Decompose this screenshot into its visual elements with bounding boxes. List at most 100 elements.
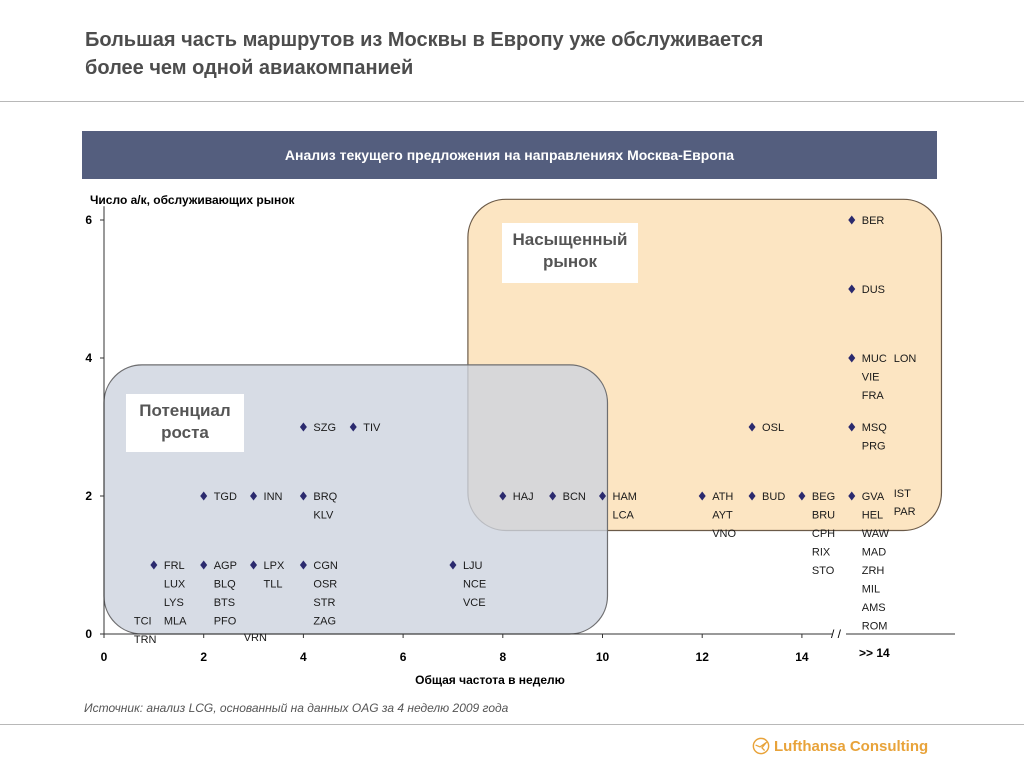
point-label: BTS	[214, 597, 235, 609]
data-point-marker	[748, 422, 756, 432]
x-tick-label: 4	[300, 650, 307, 664]
bottom-divider	[0, 724, 1024, 725]
title-line-1: Большая часть маршрутов из Москвы в Евро…	[85, 29, 764, 51]
company-logo: Lufthansa Consulting	[752, 737, 928, 755]
x-tick-label: 10	[596, 650, 610, 664]
point-label: ATH	[712, 491, 733, 503]
zone-label-text: рынок	[543, 252, 598, 271]
point-label: CGN	[313, 560, 338, 572]
data-point-marker	[250, 560, 258, 570]
point-label: TLL	[264, 579, 283, 591]
zone-labels-layer: Насыщенный рынок Потенциал роста	[126, 223, 638, 452]
x-tick-label: 2	[200, 650, 207, 664]
point-label: LUX	[164, 579, 186, 591]
axes-layer: / / 0 2 4 6 8 10 12 14 0 2 4 6 >> 14	[85, 206, 955, 664]
zone-label-box	[126, 394, 244, 452]
scatter-chart: / / 0 2 4 6 8 10 12 14 0 2 4 6 >> 14 FRL LUX LYS MLA AGP B…	[85, 198, 955, 664]
point-label: MIL	[862, 584, 880, 596]
extra-point-label: VRN	[244, 632, 267, 644]
point-label: AMS	[862, 602, 886, 614]
data-point-marker	[848, 353, 856, 363]
point-label: FRA	[862, 390, 885, 402]
point-label: BUD	[762, 491, 785, 503]
x-tick-label: 6	[400, 650, 407, 664]
extra-point-label: LON	[894, 353, 917, 365]
point-label: ZAG	[313, 616, 336, 628]
zone-label-text: Насыщенный	[512, 230, 627, 249]
point-label: GVA	[862, 491, 885, 503]
data-point-marker	[150, 560, 158, 570]
point-label: LPX	[264, 560, 285, 572]
data-point-marker	[200, 491, 208, 501]
top-divider	[0, 101, 1024, 102]
point-label: KLV	[313, 510, 334, 522]
data-point-marker	[848, 284, 856, 294]
axis-break-label: / /	[831, 627, 842, 641]
y-tick-label: 2	[85, 489, 92, 503]
y-tick-label: 6	[85, 213, 92, 227]
point-label: SZG	[313, 422, 336, 434]
data-point-marker	[200, 560, 208, 570]
data-point-marker	[748, 491, 756, 501]
point-label: WAW	[862, 528, 890, 540]
point-label: LYS	[164, 597, 184, 609]
x-tick-label: 0	[101, 650, 108, 664]
data-point-marker	[299, 491, 307, 501]
point-label: BRU	[812, 510, 835, 522]
point-label: DUS	[862, 284, 885, 296]
x-tick-label: 14	[795, 650, 809, 664]
page-title: Большая часть маршрутов из Москвы в Евро…	[85, 26, 965, 82]
data-point-marker	[250, 491, 258, 501]
x-tick-label: 12	[696, 650, 710, 664]
extra-point-label: PAR	[894, 506, 916, 518]
data-point-marker	[349, 422, 357, 432]
point-label: AGP	[214, 560, 237, 572]
data-point-marker	[848, 215, 856, 225]
logo-text: Lufthansa Consulting	[774, 737, 929, 755]
extra-point-label: TRN	[134, 634, 157, 646]
extra-point-label: IST	[894, 488, 911, 500]
point-label: PFO	[214, 616, 237, 628]
points-layer: FRL LUX LYS MLA AGP BLQ BTS PFO LPX TLL CGN OSR STR Z…	[134, 215, 917, 646]
point-label: HAJ	[513, 491, 534, 503]
data-point-marker	[848, 491, 856, 501]
point-label: BCN	[563, 491, 586, 503]
point-label: MUC	[862, 353, 887, 365]
point-label: MAD	[862, 547, 887, 559]
data-point-marker	[549, 491, 557, 501]
x-tick-label: 8	[499, 650, 506, 664]
extra-point-label: TCI	[134, 616, 152, 628]
point-label: LCA	[613, 510, 635, 522]
data-point-marker	[599, 491, 606, 501]
point-label: RIX	[812, 547, 831, 559]
point-label: NCE	[463, 579, 486, 591]
point-label: ZRH	[862, 565, 885, 577]
point-label: AYT	[712, 510, 733, 522]
point-label: HEL	[862, 510, 883, 522]
title-line-2: более чем одной авиакомпанией	[85, 57, 414, 79]
point-label: STR	[313, 597, 335, 609]
point-label: TIV	[363, 422, 381, 434]
zone-label-text: роста	[161, 423, 209, 442]
data-point-marker	[848, 422, 856, 432]
point-label: INN	[264, 491, 283, 503]
point-label: MLA	[164, 616, 187, 628]
x-axis-label: Общая частота в неделю	[415, 673, 565, 687]
overflow-label: >> 14	[859, 646, 890, 660]
chart-banner-text: Анализ текущего предложения на направлен…	[284, 147, 735, 163]
chart-banner: Анализ текущего предложения на направлен…	[82, 131, 937, 179]
y-tick-label: 0	[85, 627, 92, 641]
point-label: CPH	[812, 528, 835, 540]
point-label: OSR	[313, 579, 337, 591]
y-tick-label: 4	[85, 351, 92, 365]
point-label: PRG	[862, 441, 886, 453]
source-note: Источник: анализ LCG, основанный на данн…	[84, 701, 509, 715]
point-label: VNO	[712, 528, 736, 540]
point-label: MSQ	[862, 422, 888, 434]
point-label: BEG	[812, 491, 835, 503]
zone-label-text: Потенциал	[139, 401, 230, 420]
data-point-marker	[299, 422, 307, 432]
point-label: TGD	[214, 491, 237, 503]
zone-label-box	[502, 223, 638, 283]
y-axis-label: Число а/к, обслуживающих рынок	[90, 193, 295, 207]
